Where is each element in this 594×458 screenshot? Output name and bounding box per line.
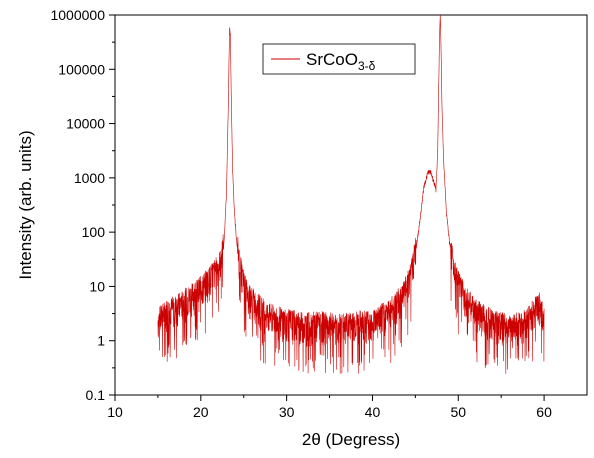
y-tick-label: 1000 [74, 170, 105, 186]
y-tick-label: 10000 [66, 116, 105, 132]
legend-name-main: SrCoO [306, 50, 358, 69]
series-layer [157, 15, 545, 374]
y-tick-label: 1000000 [50, 7, 105, 23]
y-tick-label: 10 [89, 278, 105, 294]
legend-name-sub: 3-δ [358, 59, 376, 73]
y-tick-label: 0.1 [86, 387, 106, 403]
axis-layer: 10 20 30 40 50 60 0.1 1 10 100 1000 10000 100000 1000… [50, 7, 552, 420]
x-axis-title: 2θ (Degress) [302, 430, 400, 449]
legend-entry: SrCoO3-δ [306, 50, 376, 73]
y-tick-label: 100000 [58, 61, 105, 77]
x-tick-label: 50 [450, 404, 466, 420]
y-tick-label: 100 [82, 224, 106, 240]
y-axis-title: Intensity (arb. units) [16, 130, 35, 279]
legend: SrCoO3-δ [262, 43, 416, 75]
x-tick-label: 30 [279, 404, 295, 420]
y-tick-label: 1 [97, 333, 105, 349]
x-tick-label: 20 [193, 404, 209, 420]
series-line [157, 15, 545, 374]
x-tick-label: 40 [365, 404, 381, 420]
x-tick-label: 60 [536, 404, 552, 420]
x-tick-label: 10 [107, 404, 123, 420]
